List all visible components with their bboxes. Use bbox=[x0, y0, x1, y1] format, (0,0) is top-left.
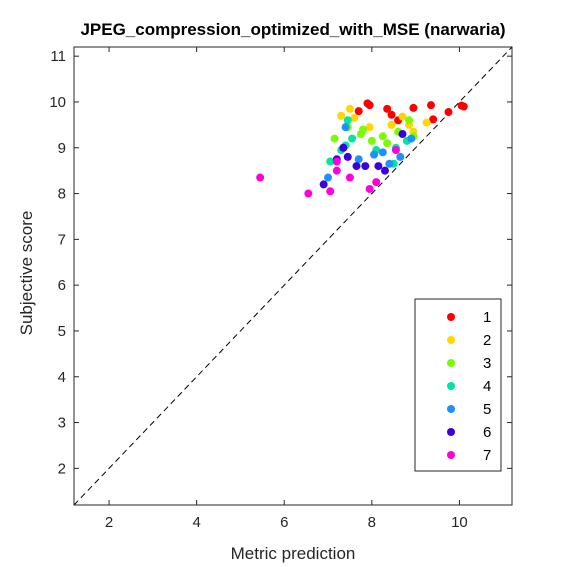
data-point-series-3 bbox=[405, 116, 414, 125]
y-tick-label: 3 bbox=[58, 415, 66, 432]
identity-reference-line bbox=[73, 46, 513, 506]
legend-marker-4 bbox=[447, 382, 455, 390]
series-1 bbox=[354, 99, 468, 125]
data-point-series-4 bbox=[343, 116, 352, 125]
chart-title: JPEG_compression_optimized_with_MSE (nar… bbox=[80, 20, 505, 39]
data-point-series-6 bbox=[374, 162, 383, 171]
y-tick-label: 7 bbox=[58, 231, 66, 248]
data-point-series-2 bbox=[422, 118, 431, 127]
data-point-series-1 bbox=[365, 101, 374, 110]
data-point-series-5 bbox=[370, 150, 379, 159]
x-tick-label: 6 bbox=[280, 514, 288, 531]
x-tick-label: 4 bbox=[192, 514, 200, 531]
legend-label-1: 1 bbox=[483, 309, 491, 326]
legend-label-7: 7 bbox=[483, 447, 491, 464]
data-point-series-3 bbox=[383, 139, 392, 148]
data-point-series-6 bbox=[339, 143, 348, 152]
x-tick-label: 10 bbox=[451, 514, 468, 531]
data-point-series-3 bbox=[330, 134, 339, 143]
data-point-series-1 bbox=[387, 110, 396, 119]
series-6 bbox=[319, 130, 407, 189]
legend-label-6: 6 bbox=[483, 424, 491, 441]
y-tick-label: 2 bbox=[58, 460, 66, 477]
y-tick-label: 9 bbox=[58, 140, 66, 157]
data-point-series-7 bbox=[391, 146, 400, 155]
data-point-series-2 bbox=[337, 111, 346, 120]
data-point-series-7 bbox=[345, 173, 354, 182]
data-point-series-7 bbox=[372, 178, 381, 187]
data-point-series-1 bbox=[354, 107, 363, 116]
data-point-series-1 bbox=[383, 104, 392, 113]
legend: 1 2 3 4 5 6 7 bbox=[414, 298, 502, 472]
data-point-series-1 bbox=[459, 102, 468, 111]
data-point-series-4 bbox=[326, 157, 335, 166]
y-tick-label: 10 bbox=[49, 94, 66, 111]
data-point-series-7 bbox=[365, 184, 374, 193]
data-point-series-5 bbox=[407, 134, 416, 143]
legend-label-4: 4 bbox=[483, 378, 491, 395]
data-point-series-6 bbox=[352, 162, 361, 171]
legend-marker-7 bbox=[447, 451, 455, 459]
data-point-series-7 bbox=[332, 157, 341, 166]
legend-label-3: 3 bbox=[483, 355, 491, 372]
data-point-series-2 bbox=[398, 112, 407, 121]
y-tick-label: 4 bbox=[58, 369, 66, 386]
data-point-series-6 bbox=[319, 180, 328, 189]
data-point-series-2 bbox=[387, 120, 396, 129]
data-point-series-2 bbox=[345, 104, 354, 113]
data-point-series-3 bbox=[378, 132, 387, 141]
data-point-series-7 bbox=[256, 173, 265, 182]
axes-frame bbox=[73, 46, 513, 506]
x-tick-label: 2 bbox=[105, 514, 113, 531]
series-3 bbox=[330, 116, 418, 148]
data-point-series-7 bbox=[326, 187, 335, 196]
legend-marker-2 bbox=[447, 336, 455, 344]
y-tick-label: 11 bbox=[50, 48, 66, 65]
data-point-series-5 bbox=[341, 123, 350, 132]
data-point-series-6 bbox=[361, 162, 370, 171]
x-axis-label: Metric prediction bbox=[231, 544, 356, 563]
legend-marker-3 bbox=[447, 359, 455, 367]
data-point-series-5 bbox=[396, 152, 405, 161]
x-tick-label: 8 bbox=[368, 514, 376, 531]
legend-marker-1 bbox=[447, 313, 455, 321]
data-point-series-5 bbox=[385, 159, 394, 168]
data-point-series-1 bbox=[444, 108, 453, 117]
legend-box bbox=[414, 298, 502, 472]
data-point-series-7 bbox=[332, 166, 341, 175]
legend-label-5: 5 bbox=[483, 401, 491, 418]
data-point-series-6 bbox=[343, 152, 352, 161]
data-point-series-1 bbox=[409, 103, 418, 112]
legend-marker-5 bbox=[447, 405, 455, 413]
y-tick-label: 5 bbox=[58, 323, 66, 340]
data-point-series-7 bbox=[304, 189, 313, 198]
data-point-series-5 bbox=[324, 173, 333, 182]
data-point-series-6 bbox=[380, 166, 389, 175]
data-point-series-3 bbox=[367, 136, 376, 145]
data-point-series-1 bbox=[426, 101, 435, 110]
y-axis-label: Subjective score bbox=[17, 211, 36, 336]
series-5 bbox=[324, 123, 416, 182]
series-7 bbox=[256, 146, 400, 198]
data-point-series-4 bbox=[348, 134, 357, 143]
y-tick-label: 6 bbox=[58, 277, 66, 294]
data-point-series-2 bbox=[350, 113, 359, 122]
data-point-series-1 bbox=[429, 115, 438, 124]
y-tick-label: 8 bbox=[58, 186, 66, 203]
data-point-series-2 bbox=[365, 123, 374, 132]
legend-label-2: 2 bbox=[483, 332, 491, 349]
data-point-series-3 bbox=[356, 130, 365, 139]
data-point-series-5 bbox=[354, 155, 363, 164]
data-point-series-6 bbox=[398, 130, 407, 139]
legend-marker-6 bbox=[447, 428, 455, 436]
data-point-series-5 bbox=[378, 148, 387, 157]
